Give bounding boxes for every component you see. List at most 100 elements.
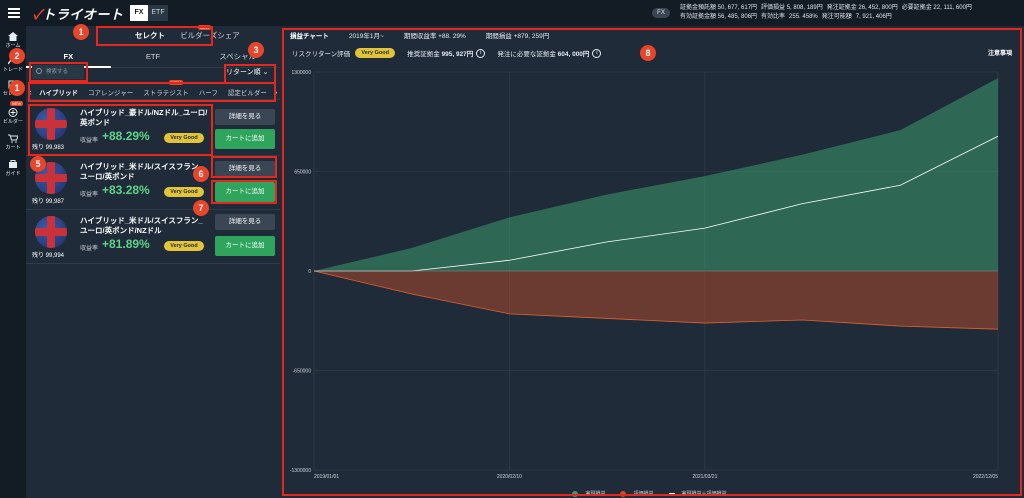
detail-button[interactable]: 詳細を見る bbox=[215, 109, 275, 125]
builders-share-new-badge: NEW bbox=[198, 25, 212, 30]
strategy-card[interactable]: 残り 99,994 ハイブリッド_米ドル/スイスフラン_ユーロ/英ポンド/NZド… bbox=[26, 210, 280, 264]
return-label: 収益率 bbox=[80, 192, 99, 198]
x-tick-label: 2019/01/01 bbox=[314, 474, 339, 480]
annotation-marker: 1 bbox=[9, 80, 25, 96]
chart-header: 損益チャート 2019年1月~ 期間収益率 +88. 29% 期間損益 +879… bbox=[280, 26, 1024, 44]
info-icon[interactable]: i bbox=[592, 48, 602, 58]
notes-link[interactable]: 注意事項 bbox=[987, 51, 1012, 57]
return-label: 収益率 bbox=[80, 246, 99, 252]
add-to-cart-button[interactable]: カートに追加 bbox=[215, 236, 275, 256]
period-selector[interactable]: 2019年1月~ bbox=[348, 33, 384, 40]
period-return: 期間収益率 +88. 29% bbox=[403, 33, 466, 40]
strategy-card[interactable]: 残り 99,987 ハイブリッド_米ドル/スイスフラン_ユーロ/英ポンド 収益率… bbox=[26, 156, 280, 210]
x-tick-label: 2022/12/05 bbox=[973, 474, 998, 480]
legend-realized: 実現損益 bbox=[572, 490, 610, 497]
y-tick-label: -650000 bbox=[293, 369, 312, 375]
nav-guide[interactable]: ガイド bbox=[0, 160, 26, 177]
realized-area bbox=[314, 78, 998, 271]
legend-unrealized: 評価損益 bbox=[620, 490, 658, 497]
strategy-name: ハイブリッド_米ドル/スイスフラン_ユーロ/英ポンド bbox=[80, 162, 203, 181]
sort-dropdown[interactable]: リターン順 ⌄ bbox=[226, 69, 269, 76]
x-tick-label: 2021/03/21 bbox=[692, 474, 717, 480]
return-label: 収益率 bbox=[80, 138, 99, 144]
etf-segment[interactable]: ETF bbox=[148, 5, 168, 21]
nav-new-badge: NEW bbox=[10, 101, 24, 106]
cat-core-ranger[interactable]: コアレンジャー bbox=[88, 89, 134, 97]
cat-hybrid[interactable]: ハイブリッド bbox=[39, 89, 79, 97]
rating-badge: Very Good bbox=[164, 133, 204, 143]
info-icon[interactable]: i bbox=[476, 48, 486, 58]
remaining-count: 残り 99,983 bbox=[32, 145, 65, 151]
y-tick-label: -1300000 bbox=[290, 468, 311, 474]
fx-segment[interactable]: FX bbox=[130, 5, 148, 21]
chart-title: 損益チャート bbox=[290, 33, 329, 40]
annotation-marker: 8 bbox=[640, 45, 656, 61]
search-icon bbox=[36, 68, 42, 74]
tab-special[interactable]: スペシャル bbox=[195, 46, 281, 68]
return-value: +83.28% bbox=[102, 183, 150, 197]
left-nav: ホーム トレード セレクト NEW ビルダー カート ガイド bbox=[0, 26, 26, 498]
strategy-name: ハイブリッド_米ドル/スイスフラン_ユーロ/英ポンド/NZドル bbox=[80, 216, 203, 235]
home-icon bbox=[8, 32, 18, 41]
add-to-cart-button[interactable]: カートに追加 bbox=[215, 129, 275, 149]
menu-icon[interactable] bbox=[8, 6, 20, 18]
tab-builders-share[interactable]: ビルダーズシェア bbox=[180, 31, 240, 40]
chevron-left-icon[interactable]: ‹ bbox=[28, 86, 32, 97]
currency-flag-icon bbox=[35, 108, 67, 140]
y-tick-label: 0 bbox=[308, 269, 311, 275]
chevron-down-icon: ⌄ bbox=[262, 69, 269, 76]
annotation-marker: 1 bbox=[73, 24, 89, 40]
chevron-right-icon[interactable]: › bbox=[274, 86, 278, 97]
nav-cart[interactable]: カート bbox=[0, 134, 26, 151]
guide-icon bbox=[9, 160, 17, 168]
period-pl: 期間損益 +879, 259円 bbox=[485, 33, 550, 40]
top-bar: ✓トライオート FX ETF FX 証拠金預託額 50, 677, 617円 評価… bbox=[0, 0, 1024, 26]
required-margin: 発注に必要な証拠金 604, 000円 i bbox=[497, 48, 602, 58]
builder-icon bbox=[8, 108, 18, 117]
unrealized-area bbox=[314, 271, 998, 330]
annotation-marker: 2 bbox=[9, 48, 25, 64]
cart-icon bbox=[8, 134, 18, 143]
account-summary-row1: 証拠金預託額 50, 677, 617円 評価損益 5, 808, 189円 発注証… bbox=[680, 5, 972, 11]
select-panel: セレクト ビルダーズシェア NEW FX ETF スペシャル 検索する リターン… bbox=[26, 25, 281, 498]
annotation-marker: 6 bbox=[193, 166, 209, 182]
category-tabs: ‹ ハイブリッド コアレンジャー ストラテジスト NEW ハーフ 認定ビルダー › bbox=[26, 79, 280, 100]
tab-select[interactable]: セレクト bbox=[135, 31, 165, 40]
strategist-new-badge: NEW bbox=[169, 79, 183, 85]
remaining-count: 残り 99,994 bbox=[32, 253, 65, 259]
account-summary-row2: 有効証拠金額 56, 485, 806円 有効比率 255. 458% 発注可能額 7,… bbox=[680, 14, 892, 20]
annotation-marker: 3 bbox=[248, 42, 264, 58]
detail-button[interactable]: 詳細を見る bbox=[215, 214, 275, 230]
chart-legend: 実現損益 評価損益 実現損益＋評価損益 bbox=[280, 490, 1024, 497]
rating-badge: Very Good bbox=[164, 187, 204, 197]
nav-builder[interactable]: ビルダー bbox=[0, 108, 26, 125]
search-input[interactable]: 検索する bbox=[32, 65, 84, 79]
unrealized-line bbox=[313, 270, 999, 330]
risk-return: リスクリターン評価 Very Good bbox=[292, 48, 396, 58]
panel-top-tabs: セレクト ビルダーズシェア bbox=[120, 26, 240, 46]
total-line bbox=[314, 135, 999, 272]
annotation-marker: 7 bbox=[193, 200, 209, 216]
return-value: +88.29% bbox=[102, 129, 150, 143]
legend-total: 実現損益＋評価損益 bbox=[668, 490, 732, 497]
return-value: +81.89% bbox=[102, 237, 150, 251]
annotation-marker: 5 bbox=[30, 156, 46, 172]
cat-half[interactable]: ハーフ bbox=[198, 89, 218, 97]
tab-etf[interactable]: ETF bbox=[110, 46, 196, 68]
detail-button[interactable]: 詳細を見る bbox=[215, 161, 275, 177]
pl-chart-panel: 損益チャート 2019年1月~ 期間収益率 +88. 29% 期間損益 +879… bbox=[280, 26, 1024, 498]
account-fx-pill[interactable]: FX bbox=[652, 8, 670, 18]
cat-certified-builder[interactable]: 認定ビルダー bbox=[227, 89, 267, 97]
strategy-name: ハイブリッド_豪ドル/NZドル_ユーロ/英ポンド bbox=[80, 108, 208, 127]
nav-home[interactable]: ホーム bbox=[0, 32, 26, 49]
add-to-cart-button[interactable]: カートに追加 bbox=[215, 182, 275, 202]
currency-flag-icon bbox=[35, 216, 67, 248]
strategy-card[interactable]: 残り 99,983 ハイブリッド_豪ドル/NZドル_ユーロ/英ポンド 収益率 +… bbox=[26, 102, 280, 156]
rating-badge: Very Good bbox=[164, 241, 204, 251]
y-tick-label: 650000 bbox=[294, 170, 311, 176]
logo: ✓トライオート bbox=[33, 7, 124, 22]
cat-strategist[interactable]: ストラテジスト NEW bbox=[143, 79, 189, 97]
x-tick-label: 2020/02/10 bbox=[497, 474, 522, 480]
risk-rating-badge: Very Good bbox=[355, 48, 396, 58]
